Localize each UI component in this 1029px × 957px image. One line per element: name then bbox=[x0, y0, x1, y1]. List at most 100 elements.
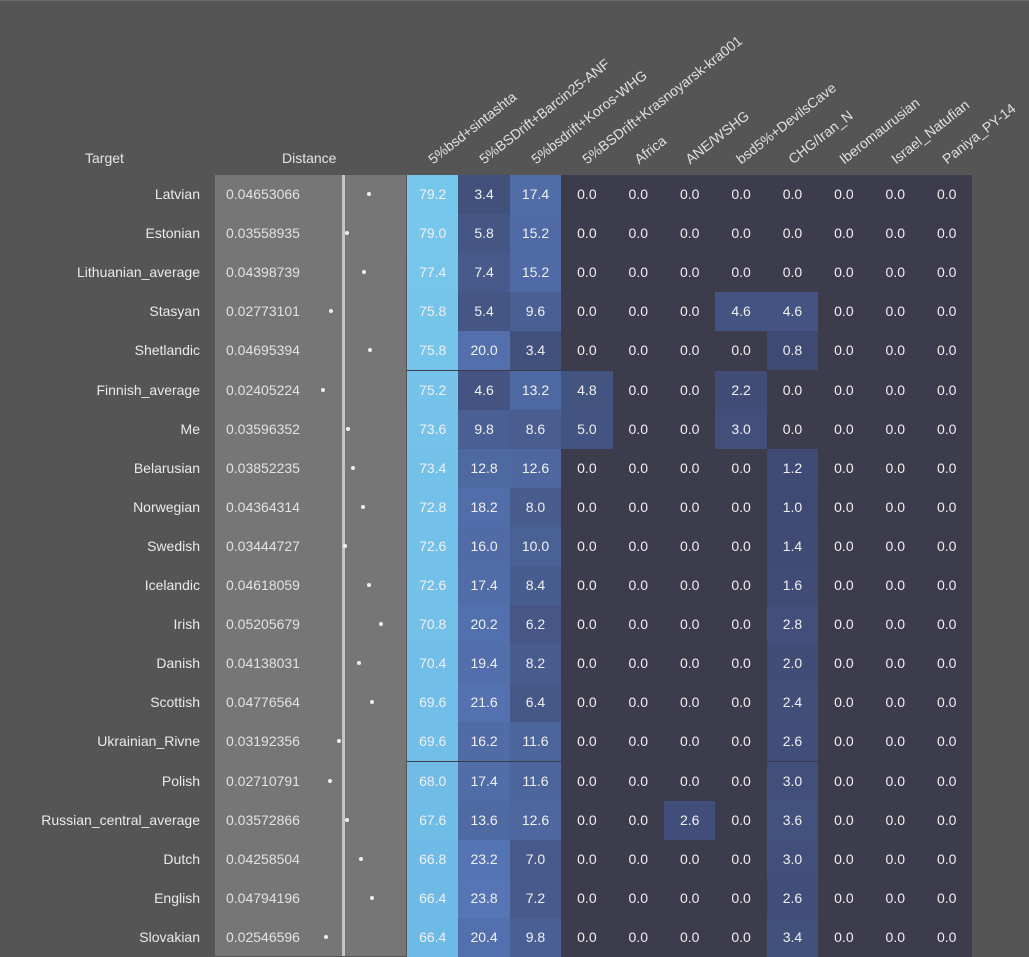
heatmap-cell: 23.2 bbox=[458, 839, 510, 879]
target-name: Ukrainian_Rivne bbox=[97, 733, 200, 750]
heatmap-cell: 0.0 bbox=[561, 761, 613, 801]
table-row: Ukrainian_Rivne 0.03192356 69.6 16.2 11.6 0.0… bbox=[0, 722, 1029, 762]
heatmap-cell: 0.0 bbox=[664, 683, 716, 723]
table-row: Latvian 0.04653066 79.2 3.4 17.4 0.0 0.0 0.0 0.0… bbox=[0, 175, 1029, 215]
heatmap-cell: 0.0 bbox=[612, 800, 664, 840]
heatmap-cell: 0.0 bbox=[664, 409, 716, 449]
distance-dot bbox=[359, 856, 364, 861]
target-name: Icelandic bbox=[144, 577, 200, 593]
target-name: Lithuanian_average bbox=[77, 264, 200, 281]
target-name: Estonian bbox=[145, 225, 200, 242]
heatmap-cell: 2.8 bbox=[766, 605, 819, 645]
heatmap-cell: 15.2 bbox=[509, 253, 562, 293]
heatmap-cell: 10.0 bbox=[509, 526, 562, 566]
heatmap-cell: 0.0 bbox=[818, 800, 870, 840]
column-header: Africa bbox=[630, 132, 669, 167]
target-name: Latvian bbox=[154, 186, 200, 202]
heatmap-cell: 0.0 bbox=[921, 722, 973, 762]
heatmap-cell: 0.0 bbox=[715, 644, 767, 684]
heatmap-cell: 0.0 bbox=[561, 566, 613, 606]
distance-dot bbox=[342, 543, 347, 548]
heatmap-cell: 72.6 bbox=[407, 526, 459, 566]
table-row: Russian_central_average 0.03572866 67.6 13.… bbox=[0, 800, 1029, 840]
target-name: Polish bbox=[161, 772, 200, 789]
heatmap-cell: 8.6 bbox=[509, 409, 562, 449]
heatmap-cell: 0.0 bbox=[612, 683, 664, 723]
heatmap-cell: 0.0 bbox=[766, 409, 819, 449]
heatmap-cell: 16.0 bbox=[458, 526, 510, 566]
target-name: Stasyan bbox=[149, 303, 200, 320]
heatmap-cell: 77.4 bbox=[407, 253, 459, 293]
heatmap-cell: 0.0 bbox=[869, 917, 921, 957]
distance-value: 0.04794196 bbox=[226, 889, 300, 906]
distance-dot bbox=[345, 817, 350, 822]
heatmap-cell: 0.0 bbox=[715, 487, 767, 527]
heatmap-cell: 17.4 bbox=[458, 566, 510, 606]
heatmap-cell: 0.0 bbox=[921, 214, 973, 254]
heatmap-cell: 0.0 bbox=[715, 331, 767, 371]
heatmap-cell: 0.0 bbox=[921, 487, 973, 527]
heatmap-cell: 6.4 bbox=[509, 683, 562, 723]
heatmap-cell: 0.0 bbox=[612, 566, 664, 606]
heatmap-cell: 0.0 bbox=[766, 253, 819, 293]
heatmap-cell: 0.0 bbox=[664, 292, 716, 332]
heatmap-cell: 0.0 bbox=[715, 175, 767, 215]
heatmap-cell: 23.8 bbox=[458, 878, 510, 918]
table-row: Scottish 0.04776564 69.6 21.6 6.4 0.0 0.0 0.0 0.… bbox=[0, 683, 1029, 723]
heatmap-cell: 0.0 bbox=[818, 839, 870, 879]
target-name: Swedish bbox=[147, 537, 200, 554]
heatmap-cell: 0.0 bbox=[715, 722, 767, 762]
distance-value: 0.02546596 bbox=[226, 928, 300, 945]
heatmap-cell: 0.0 bbox=[664, 839, 716, 879]
target-name: Norwegian bbox=[133, 498, 200, 515]
heatmap-cell: 0.0 bbox=[869, 526, 921, 566]
heatmap-cell: 79.2 bbox=[407, 175, 459, 215]
heatmap-cell: 0.0 bbox=[612, 370, 664, 410]
heatmap-cell: 0.0 bbox=[612, 839, 664, 879]
distance-dot bbox=[378, 622, 383, 627]
heatmap-cell: 3.0 bbox=[766, 761, 819, 801]
heatmap-cell: 9.6 bbox=[509, 292, 562, 332]
heatmap-cell: 8.2 bbox=[509, 644, 562, 684]
distance-value: 0.02405224 bbox=[226, 381, 300, 398]
heatmap-cell: 2.2 bbox=[715, 370, 767, 410]
table-row: Estonian 0.03558935 79.0 5.8 15.2 0.0 0.0 0.0 0.… bbox=[0, 214, 1029, 254]
distance-value: 0.03444727 bbox=[226, 537, 300, 554]
heatmap-cell: 13.2 bbox=[509, 370, 562, 410]
table-row: Irish 0.05205679 70.8 20.2 6.2 0.0 0.0 0.0 0.0 2.… bbox=[0, 605, 1029, 645]
heatmap-cell: 67.6 bbox=[407, 800, 459, 840]
heatmap-cell: 0.0 bbox=[715, 878, 767, 918]
heatmap-cell: 0.0 bbox=[612, 292, 664, 332]
target-name: English bbox=[154, 889, 200, 906]
heatmap-cell: 0.0 bbox=[612, 448, 664, 488]
heatmap-cell: 0.0 bbox=[715, 605, 767, 645]
heatmap-cell: 0.0 bbox=[921, 175, 973, 215]
heatmap-cell: 0.0 bbox=[664, 448, 716, 488]
heatmap-cell: 0.0 bbox=[664, 761, 716, 801]
heatmap-cell: 0.0 bbox=[715, 214, 767, 254]
heatmap-cell: 0.0 bbox=[921, 761, 973, 801]
distance-dot bbox=[337, 739, 342, 744]
heatmap-cell: 2.4 bbox=[766, 683, 819, 723]
heatmap-cell: 0.0 bbox=[664, 214, 716, 254]
heatmap-cell: 0.0 bbox=[561, 214, 613, 254]
heatmap-cell: 1.4 bbox=[766, 526, 819, 566]
heatmap-cell: 0.0 bbox=[664, 175, 716, 215]
heatmap-cell: 7.0 bbox=[509, 839, 562, 879]
heatmap-cell: 0.0 bbox=[869, 839, 921, 879]
target-name: Danish bbox=[156, 655, 200, 672]
heatmap-cell: 0.0 bbox=[664, 487, 716, 527]
heatmap-cell: 0.0 bbox=[561, 800, 613, 840]
heatmap-cell: 0.0 bbox=[715, 253, 767, 293]
heatmap-cell: 73.4 bbox=[407, 448, 459, 488]
heatmap-cell: 0.0 bbox=[869, 878, 921, 918]
heatmap-cell: 0.0 bbox=[921, 331, 973, 371]
heatmap-cell: 11.6 bbox=[509, 722, 562, 762]
distance-panel bbox=[215, 175, 406, 956]
heatmap-cell: 0.0 bbox=[869, 331, 921, 371]
heatmap-cell: 0.0 bbox=[561, 722, 613, 762]
heatmap-cell: 0.0 bbox=[818, 370, 870, 410]
distance-dot bbox=[344, 231, 349, 236]
target-header: Target bbox=[85, 150, 124, 166]
heatmap-cell: 16.2 bbox=[458, 722, 510, 762]
